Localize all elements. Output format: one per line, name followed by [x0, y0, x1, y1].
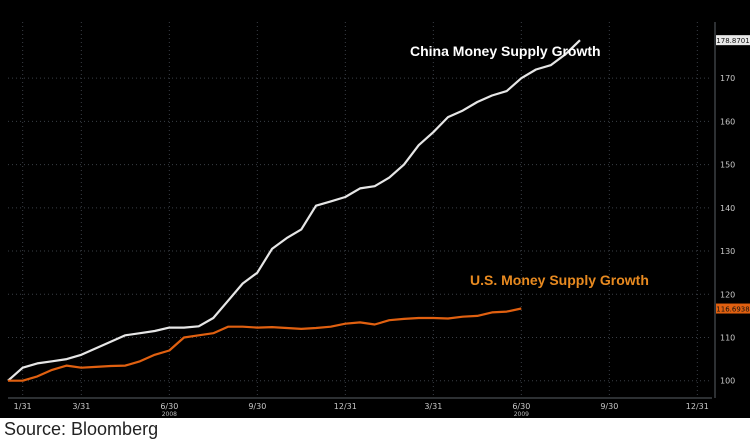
series-layer: [7, 39, 581, 382]
y-tick-label: 100: [720, 377, 735, 386]
x-year-label: 2008: [162, 411, 177, 418]
y-tick-label: 130: [720, 247, 735, 256]
y-tick-label: 110: [720, 333, 735, 342]
y-tick-label: 120: [720, 290, 735, 299]
x-tick-label: 3/31: [424, 402, 442, 411]
x-tick-label: 12/31: [334, 402, 357, 411]
us-series-line: [8, 307, 522, 382]
x-tick-label: 1/31: [14, 402, 32, 411]
y-tick-label: 160: [720, 117, 735, 126]
us-last-value-box: [716, 303, 750, 314]
y-tick-label: 150: [720, 161, 735, 170]
axis-layer: 100 110 120 130 140 150 160 170 1/31 3/31 6/30 9/30…: [8, 22, 735, 418]
line-chart: 100 110 120 130 140 150 160 170 1/31 3/31 6/30 9/30…: [7, 22, 750, 418]
us-last-value-label: 116.6938: [716, 306, 749, 314]
x-tick-label: 9/30: [248, 402, 266, 411]
china-last-value-label: 178.8701: [716, 37, 749, 45]
y-tick-label: 170: [720, 74, 735, 83]
china-last-value-box: [716, 35, 750, 46]
x-tick-label: 9/30: [600, 402, 618, 411]
source-caption: Source: Bloomberg: [4, 419, 159, 439]
x-year-label: 2009: [514, 411, 529, 418]
label-layer: 178.8701 116.6938 China Money Supply Growt…: [410, 35, 750, 314]
x-tick-label: 12/31: [686, 402, 709, 411]
x-tick-label: 3/31: [72, 402, 90, 411]
grid-layer: [8, 22, 712, 398]
y-tick-label: 140: [720, 204, 735, 213]
chart-frame: 100 110 120 130 140 150 160 170 1/31 3/31 6/30 9/30…: [0, 0, 750, 418]
x-tick-label: 6/30: [160, 402, 178, 411]
x-tick-label: 6/30: [512, 402, 530, 411]
us-series-annotation: U.S. Money Supply Growth: [470, 272, 649, 288]
china-series-line: [7, 39, 581, 382]
china-series-annotation: China Money Supply Growth: [410, 43, 601, 59]
